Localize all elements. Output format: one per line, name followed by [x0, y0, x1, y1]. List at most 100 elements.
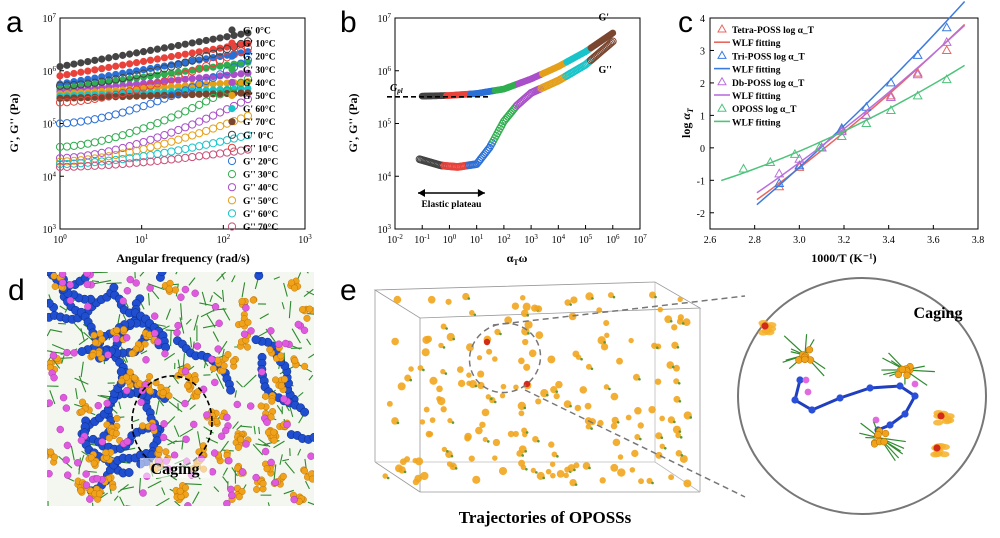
linker-bead: [161, 350, 168, 357]
oposs-position: [529, 349, 537, 357]
legend-label: G'' 10°C: [243, 143, 278, 154]
inset-linker-bead: [912, 381, 919, 388]
data-point: [147, 47, 154, 54]
data-point: [140, 58, 147, 65]
backbone-bead: [349, 441, 357, 449]
chart-c-ylabel: log αT: [679, 107, 695, 138]
backbone-bead: [271, 241, 279, 249]
data-point: [91, 116, 98, 123]
inset-poss-bead: [882, 430, 889, 437]
oposs-tail: [603, 341, 606, 344]
curve-label-gdoubleprime: G'': [599, 65, 613, 76]
inset-backbone-bead: [791, 396, 798, 403]
poss-cage-bead: [172, 287, 179, 294]
data-point: [196, 130, 203, 137]
oposs-tail: [591, 297, 594, 300]
data-point: [63, 120, 70, 127]
data-point: [168, 148, 175, 155]
legend-label: OPOSS log α_T: [732, 105, 797, 115]
legend-label: WLF fitting: [732, 118, 781, 128]
x-tick-label: 100: [53, 233, 67, 246]
oposs-tail: [546, 394, 549, 397]
oposs-tail: [474, 314, 477, 317]
inset-backbone-bead: [796, 376, 803, 383]
y-tick-label: -1: [697, 176, 705, 187]
x-tick-label: 3.0: [793, 235, 806, 246]
x-tick-label: 10-1: [414, 233, 430, 246]
data-point: [133, 127, 140, 134]
oposs-position: [638, 422, 644, 428]
data-point: [84, 67, 91, 74]
oposs-tail: [490, 398, 493, 401]
data-point: [168, 138, 175, 145]
inset-oposs-cloud: [933, 420, 943, 426]
poss-cage-bead: [114, 415, 121, 422]
chart-b-ylabel: G', G'' (Pa): [346, 94, 360, 153]
data-point: [196, 101, 203, 108]
legend-marker: [228, 118, 235, 125]
oposs-position: [518, 460, 525, 467]
oposs-tail: [526, 431, 529, 434]
x-tick-label: 100: [443, 233, 457, 246]
linker-bead: [113, 336, 120, 343]
oposs-position: [630, 467, 636, 473]
data-point: [196, 38, 203, 45]
data-point: [105, 54, 112, 61]
oposs-tail: [580, 358, 583, 361]
oposs-position: [420, 472, 428, 480]
oposs-position: [436, 396, 441, 401]
backbone-bead: [38, 266, 46, 274]
poss-cage-bead: [160, 389, 167, 396]
backbone-bead: [160, 201, 168, 209]
alkyl-chain: [220, 267, 226, 273]
backbone-bead: [33, 296, 41, 304]
linker-bead: [95, 402, 102, 409]
backbone-bead: [39, 298, 47, 306]
linker-bead: [182, 400, 189, 407]
oposs-tail: [689, 416, 692, 419]
poss-cage-bead: [281, 376, 288, 383]
linker-bead: [272, 479, 279, 486]
chart-b-marks: [416, 30, 616, 171]
linker-bead: [64, 472, 71, 479]
data-point: [56, 63, 63, 70]
linker-bead: [51, 374, 58, 381]
data-point: [210, 125, 217, 132]
data-point: [168, 53, 175, 60]
oposs-position: [482, 409, 490, 417]
y-tick-label: 106: [378, 65, 392, 78]
oposs-position: [617, 468, 625, 476]
poss-cage-bead: [167, 280, 174, 287]
oposs-tail: [569, 303, 572, 306]
linker-bead: [46, 400, 53, 407]
legend-marker: [228, 157, 235, 164]
poss-cage-bead: [79, 399, 86, 406]
data-point: [119, 109, 126, 116]
poss-cage-bead: [139, 423, 146, 430]
legend-label: G' 20°C: [243, 52, 276, 63]
oposs-tail: [590, 427, 593, 430]
poss-cage-bead: [118, 378, 125, 385]
oposs-position: [628, 338, 633, 343]
oposs-position: [603, 320, 609, 326]
panel-letter-d: d: [8, 274, 25, 307]
linker-bead: [59, 279, 66, 286]
linker-bead: [184, 502, 191, 509]
oposs-tail: [443, 346, 446, 349]
oposs-tail: [575, 483, 578, 486]
data-point: [182, 124, 189, 131]
oposs-position: [425, 336, 432, 343]
alkyl-chain: [92, 272, 108, 273]
oposs-position: [441, 406, 447, 412]
oposs-position: [475, 427, 483, 435]
data-point: [210, 36, 217, 43]
data-point: [161, 157, 168, 164]
legend-marker: [228, 92, 235, 99]
data-point: [175, 136, 182, 143]
data-point: [943, 46, 951, 54]
linker-bead: [175, 322, 182, 329]
backbone-bead: [260, 255, 268, 263]
data-point: [140, 138, 147, 145]
data-point: [216, 138, 223, 145]
backbone-bead: [167, 217, 175, 225]
